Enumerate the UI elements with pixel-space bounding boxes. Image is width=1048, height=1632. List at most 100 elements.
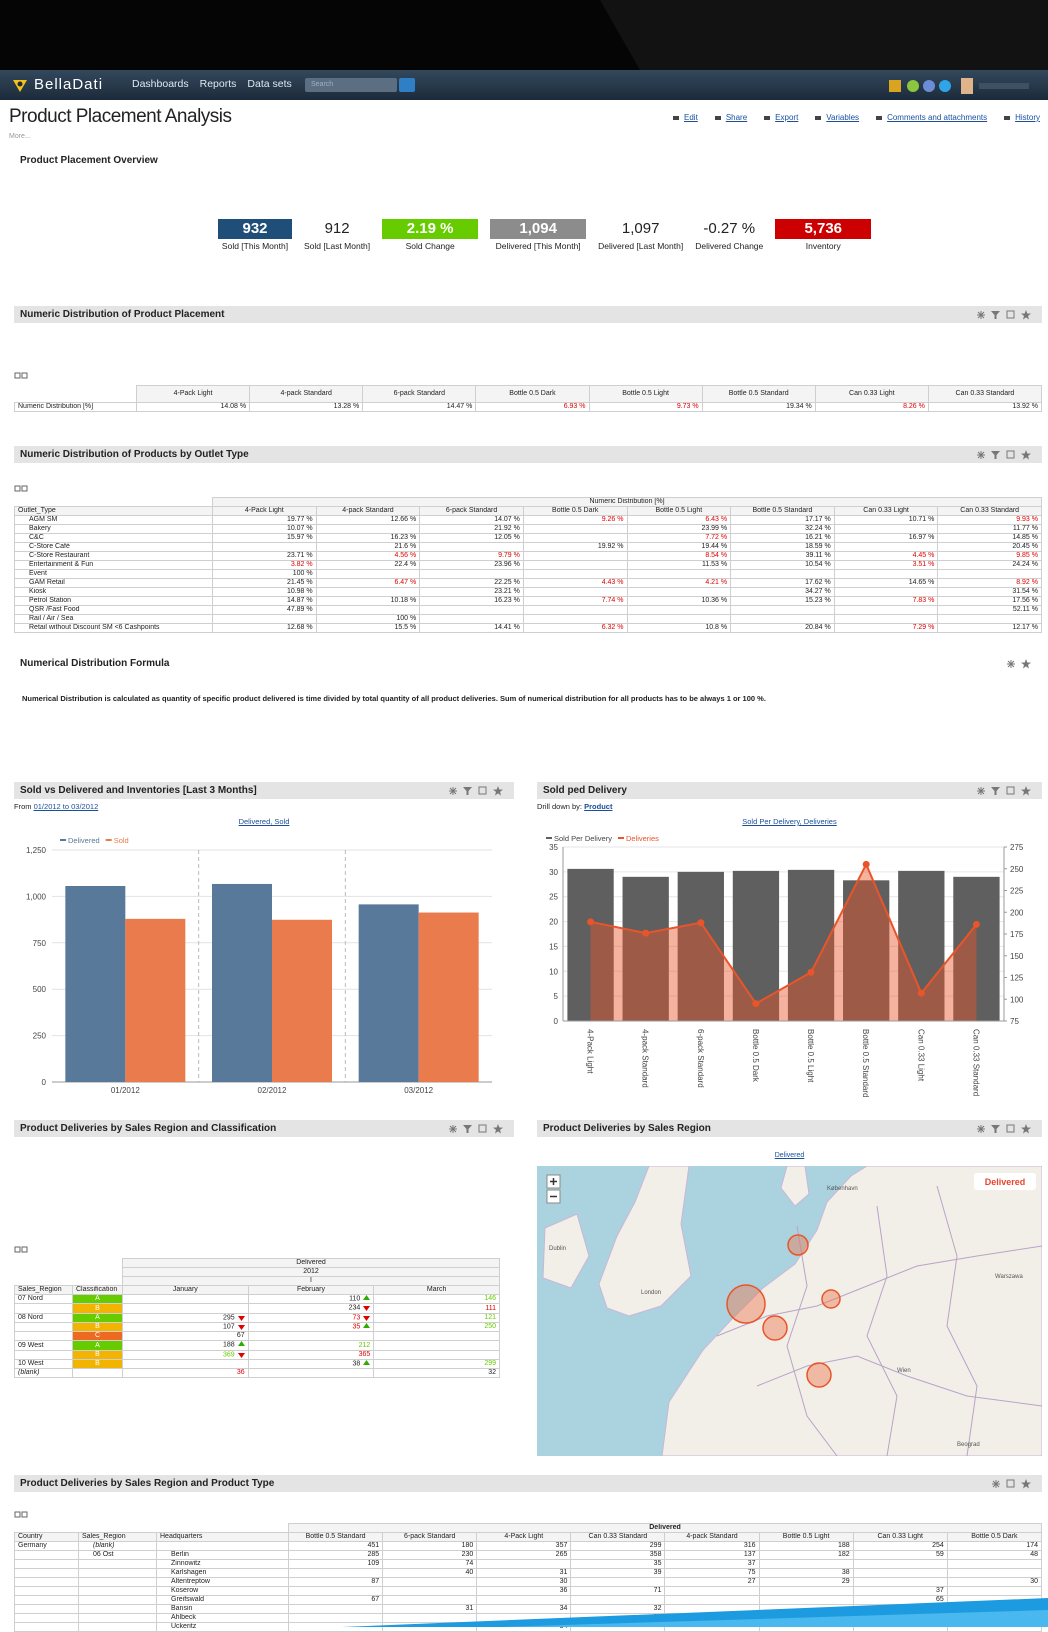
x-tick-label: 02/2012 [258, 1086, 287, 1095]
action-link[interactable]: Variables [826, 113, 859, 122]
icon [991, 1125, 1000, 1133]
y-tick-label: 20 [549, 918, 558, 927]
kpi-label: Sold [This Month] [222, 241, 288, 251]
table-cell: 14.07 % [420, 516, 524, 525]
action-link[interactable]: Share [726, 113, 747, 122]
table-cell: 19.92 % [523, 543, 627, 552]
icon [992, 1480, 1000, 1488]
arrow [363, 1360, 370, 1365]
measure-header: Numeric Distribution [%] [213, 498, 1042, 507]
hq: Berlin [157, 1551, 289, 1560]
period-link[interactable]: 01/2012 to 03/2012 [34, 802, 99, 811]
table-cell [374, 1350, 500, 1359]
row-header: C-Store Restaurant [15, 552, 213, 561]
action-link[interactable]: Export [775, 113, 798, 122]
table-cell [420, 606, 524, 615]
search-box[interactable]: Search [305, 78, 397, 92]
point [642, 930, 649, 937]
kpi-label: Inventory [806, 241, 841, 251]
table-cell: 19.44 % [627, 543, 731, 552]
table-cell: 4.21 % [627, 579, 731, 588]
header-row: Delivered [15, 1259, 500, 1268]
column-header: Bottle 0.5 Standard [702, 386, 815, 403]
hq: Karlshagen [157, 1569, 289, 1578]
table-tools [14, 1246, 34, 1253]
panel-header: Numerical Distribution Formula [14, 655, 1042, 672]
nav-link[interactable]: Dashboards [132, 78, 189, 90]
kpi-value: 1,094 [490, 219, 586, 239]
y-tick-label: 1,000 [26, 892, 47, 901]
hq: Zinnowitz [157, 1560, 289, 1569]
x-tick-label: Bottle 0.5 Light [806, 1029, 815, 1083]
table-cell [523, 525, 627, 534]
table-cell: 16.21 % [731, 534, 835, 543]
kpi: 932Sold [This Month] [218, 219, 292, 251]
table-cell: 12.68 % [213, 624, 317, 633]
table-cell [834, 615, 938, 624]
panel-title: Numeric Distribution of Product Placemen… [14, 309, 224, 320]
table-cell: 40 [383, 1569, 477, 1578]
action-link[interactable]: Edit [684, 113, 698, 122]
table-cell: 12.05 % [420, 534, 524, 543]
icon [764, 116, 770, 120]
table-cell: 111 [374, 1304, 500, 1313]
table-cell: 7.74 % [523, 597, 627, 606]
y2-tick-label: 150 [1010, 952, 1024, 961]
brand[interactable]: BellaDati [34, 76, 103, 93]
map[interactable]: KøbenhavnDublinLondonWarszawaWienBeograd… [537, 1166, 1042, 1456]
chart-subtitle[interactable]: Sold Per Delivery, Deliveries [537, 817, 1042, 826]
kpi-value: 1,097 [622, 219, 660, 239]
icon [15, 373, 20, 378]
bubble[interactable] [763, 1316, 787, 1340]
icon [977, 311, 985, 319]
bubble[interactable] [807, 1363, 831, 1387]
action: Share [714, 113, 747, 122]
map-subtitle[interactable]: Delivered [537, 1152, 1042, 1159]
kpi-label: Sold Change [406, 241, 455, 251]
row-header: C-Store Café [15, 543, 213, 552]
bubble[interactable] [822, 1290, 840, 1308]
action-link[interactable]: Comments and attachments [887, 113, 987, 122]
table-cell: 12.17 % [938, 624, 1042, 633]
table-cell [834, 606, 938, 615]
drill-link[interactable]: Product [584, 802, 612, 811]
country [15, 1560, 79, 1569]
table-cell: 7.29 % [834, 624, 938, 633]
point [752, 1000, 759, 1007]
arrow [363, 1316, 370, 1321]
table-cell: 6.93 % [476, 403, 589, 412]
bubble[interactable] [788, 1235, 808, 1255]
x-tick-label: Can 0.33 Light [916, 1029, 925, 1082]
region: 08 Nord [15, 1313, 73, 1322]
trend-arrow [238, 1341, 245, 1348]
action-link[interactable]: History [1015, 113, 1040, 122]
action: Comments and attachments [875, 113, 987, 122]
more-link[interactable]: More... [9, 133, 31, 140]
nav-link[interactable]: Reports [200, 78, 237, 90]
action-icon [763, 114, 771, 122]
table-cell: 230 [383, 1551, 477, 1560]
search-button[interactable] [399, 78, 415, 92]
table-cell [627, 606, 731, 615]
table-cell [853, 1578, 947, 1587]
table-cell [523, 588, 627, 597]
column-header: Bottle 0.5 Standard [731, 507, 835, 516]
bubble[interactable] [727, 1285, 765, 1323]
y2-tick-label: 250 [1010, 865, 1024, 874]
row: Bakery10.07 %21.92 %23.99 %32.24 %11.77 … [15, 525, 1042, 534]
y-tick-label: 1,250 [26, 846, 47, 855]
table-cell [947, 1560, 1041, 1569]
icon [15, 1512, 20, 1517]
y2-tick-label: 125 [1010, 974, 1024, 983]
nav-link[interactable]: Data sets [247, 78, 291, 90]
table-cell: 17.17 % [731, 516, 835, 525]
table-cell: 38 [759, 1569, 853, 1578]
table-cell: 100 % [213, 570, 317, 579]
logo [12, 77, 28, 93]
table-cell: 36 [123, 1369, 249, 1378]
chart-subtitle[interactable]: Delivered, Sold [14, 817, 514, 826]
